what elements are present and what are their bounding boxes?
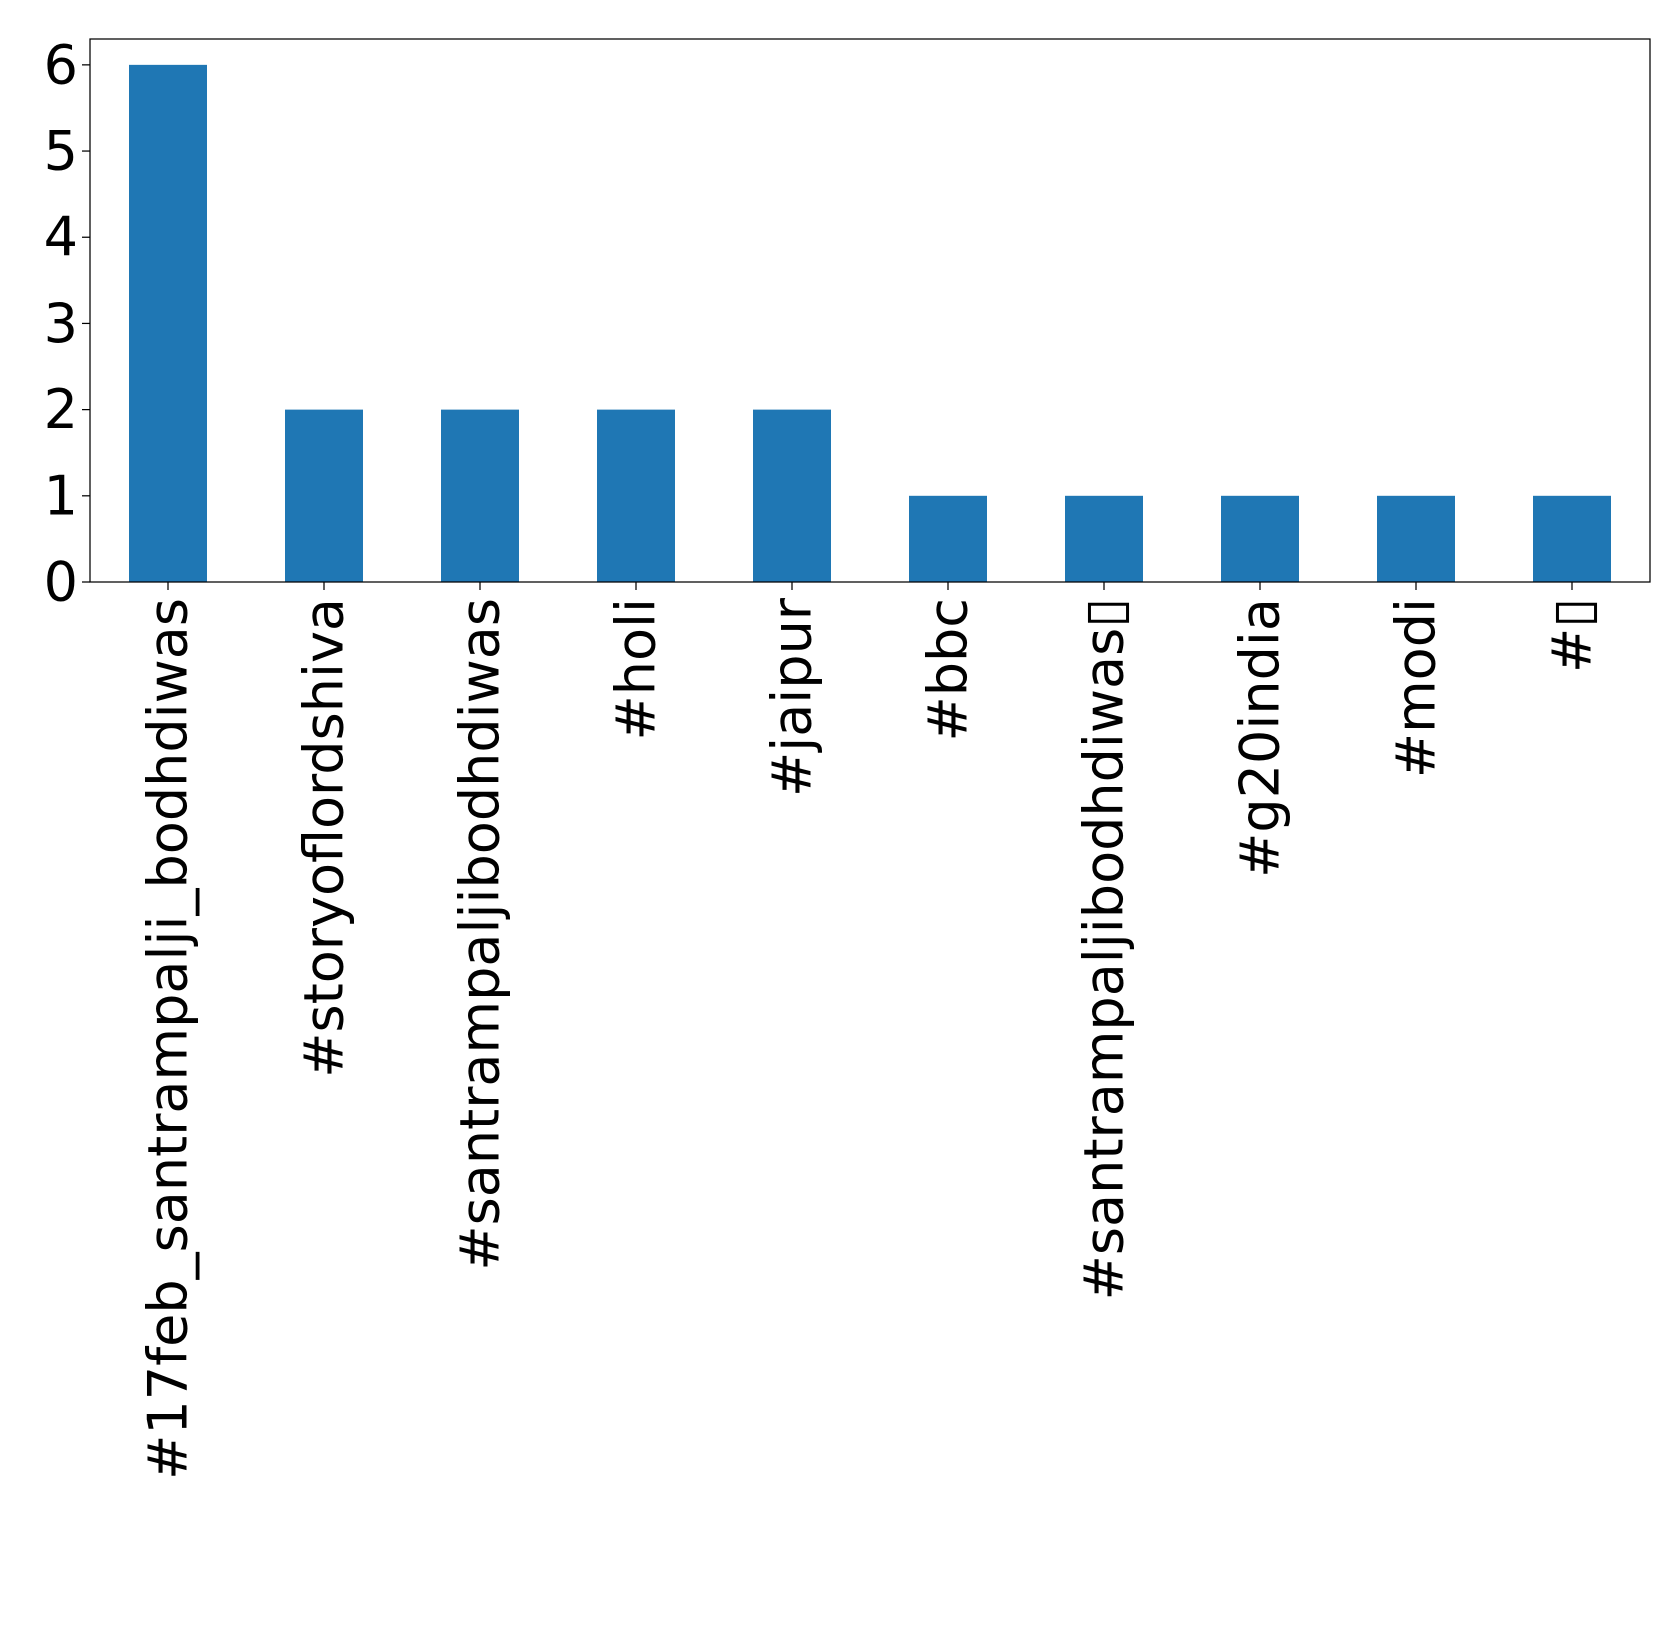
x-tick-label: #jaipur bbox=[761, 597, 824, 797]
y-tick-label: 1 bbox=[44, 464, 78, 527]
bar bbox=[909, 495, 987, 582]
bar bbox=[1533, 495, 1611, 582]
y-tick-label: 4 bbox=[44, 206, 78, 269]
bar bbox=[129, 64, 207, 583]
x-tick-label: #17feb_santrampalji_bodhdiwas bbox=[137, 598, 200, 1480]
bar bbox=[441, 409, 519, 582]
y-axis: 0 1 2 3 4 5 6 bbox=[44, 33, 90, 614]
plot-frame bbox=[89, 38, 1651, 583]
bars-group bbox=[129, 64, 1611, 583]
bar bbox=[1221, 495, 1299, 582]
bar bbox=[597, 409, 675, 582]
x-tick-label: #santrampaljibodhdiwas▯ bbox=[1073, 598, 1136, 1300]
x-tick-label: #bbc bbox=[917, 598, 980, 742]
x-tick-label: #holi bbox=[605, 598, 668, 741]
x-tick-label: #storyoflordshiva bbox=[293, 598, 356, 1078]
y-tick-label: 3 bbox=[44, 292, 78, 355]
x-tick-label: #▯ bbox=[1541, 598, 1604, 673]
x-axis: #17feb_santrampalji_bodhdiwas #storyoflor… bbox=[137, 582, 1604, 1480]
bar bbox=[753, 409, 831, 582]
x-tick-label: #g20india bbox=[1229, 598, 1292, 878]
bar bbox=[1377, 495, 1455, 582]
bar bbox=[285, 409, 363, 582]
y-tick-label: 5 bbox=[44, 120, 78, 183]
x-tick-label: #santrampaljibodhdiwas bbox=[449, 598, 512, 1271]
y-tick-label: 6 bbox=[44, 33, 78, 96]
y-tick-label: 2 bbox=[44, 378, 78, 441]
x-tick-label: #modi bbox=[1385, 598, 1448, 778]
y-tick-label: 0 bbox=[44, 551, 78, 614]
bar bbox=[1065, 495, 1143, 582]
